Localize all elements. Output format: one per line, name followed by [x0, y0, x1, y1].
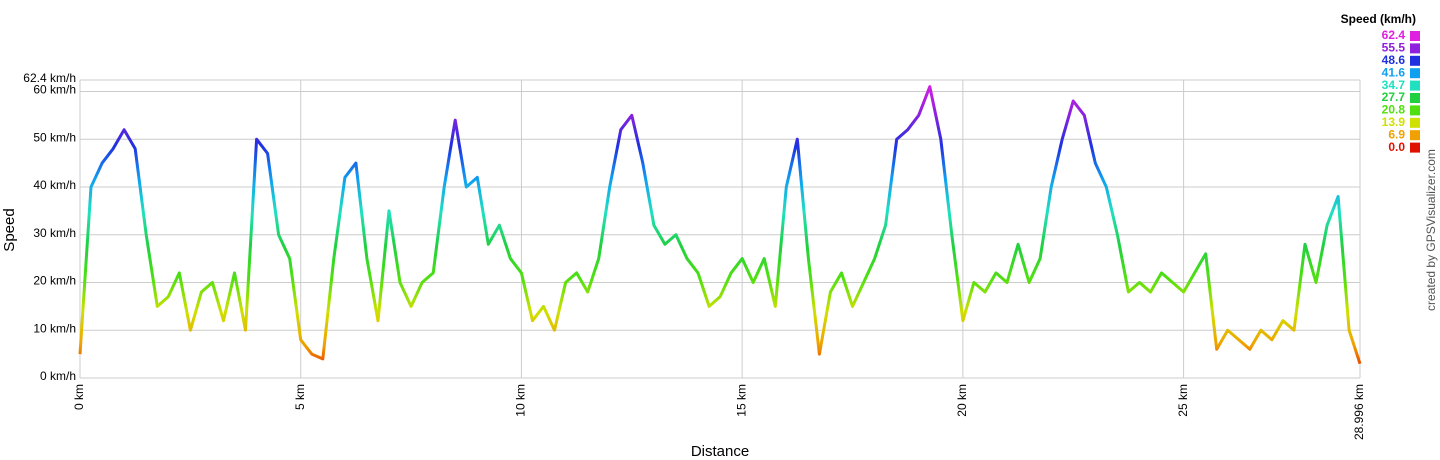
y-tick-label: 10 km/h — [33, 321, 76, 335]
y-tick-label: 40 km/h — [33, 178, 76, 192]
legend-label: 55.5 — [1382, 41, 1406, 55]
legend-swatch — [1410, 80, 1420, 91]
legend-swatch — [1410, 68, 1420, 79]
legend-swatch — [1410, 93, 1420, 103]
legend-label: 34.7 — [1382, 78, 1406, 92]
credit: created by GPSVisualizer.com — [1424, 149, 1438, 311]
legend-swatch — [1410, 31, 1420, 41]
legend-label: 41.6 — [1382, 65, 1406, 79]
legend-label: 62.4 — [1382, 28, 1406, 42]
x-tick-label: 0 km — [72, 384, 86, 410]
legend-swatch — [1410, 117, 1420, 128]
legend-swatch — [1410, 105, 1420, 116]
x-axis-title: Distance — [691, 443, 749, 460]
y-tick-label: 60 km/h — [33, 83, 76, 97]
legend-label: 6.9 — [1388, 127, 1405, 141]
legend-swatch — [1410, 130, 1420, 141]
y-axis-title: Speed — [1, 208, 18, 251]
x-tick-label: 5 km — [293, 384, 307, 410]
legend-label: 27.7 — [1382, 90, 1406, 104]
speed-line — [78, 85, 1362, 365]
legend-label: 13.9 — [1382, 115, 1406, 129]
x-tick-label: 28.996 km — [1352, 384, 1366, 440]
y-tick-label: 20 km/h — [33, 274, 76, 288]
legend-swatch — [1410, 142, 1420, 153]
legend-label: 48.6 — [1382, 53, 1406, 67]
y-tick-label: 50 km/h — [33, 130, 76, 144]
x-tick-label: 15 km — [734, 384, 748, 417]
x-tick-label: 25 km — [1176, 384, 1190, 417]
legend-title: Speed (km/h) — [1341, 12, 1416, 26]
x-tick-label: 10 km — [514, 384, 528, 417]
y-tick-label: 62.4 km/h — [23, 71, 76, 85]
legend-label: 0.0 — [1388, 140, 1405, 154]
x-tick-label: 20 km — [955, 384, 969, 417]
legend-swatch — [1410, 43, 1420, 54]
y-tick-label: 0 km/h — [40, 369, 76, 383]
y-tick-label: 30 km/h — [33, 226, 76, 240]
legend-swatch — [1410, 55, 1420, 66]
legend-label: 20.8 — [1382, 103, 1406, 117]
